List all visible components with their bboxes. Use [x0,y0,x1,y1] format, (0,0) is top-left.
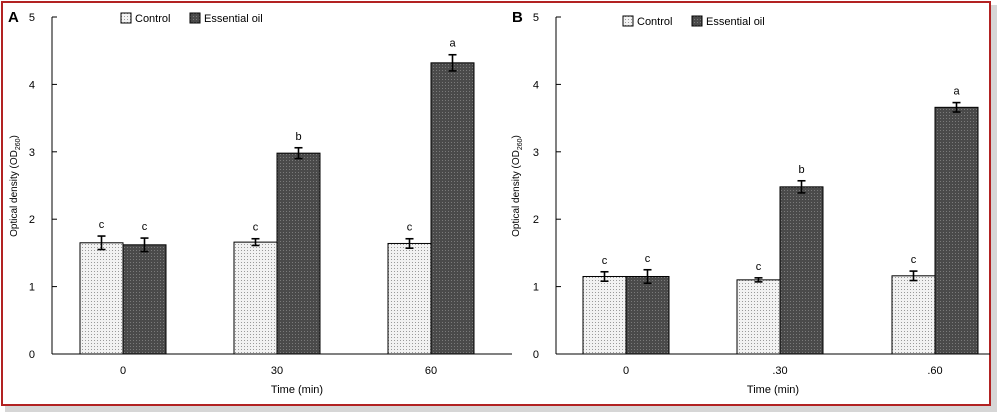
frame-shadow-right [991,5,997,409]
significance-letter: a [449,38,456,50]
bar [934,106,979,355]
x-tick-label: 60 [425,365,437,377]
significance-letter: c [407,222,413,234]
y-tick-label: 0 [29,349,35,361]
x-axis-label: Time (min) [271,384,323,396]
bar [79,242,124,355]
x-axis-label: Time (min) [747,384,799,396]
y-tick-label: 3 [29,147,35,159]
bar [582,275,627,355]
bar [276,152,321,355]
y-tick-label: 2 [533,214,539,226]
significance-letter: b [798,164,804,176]
x-tick-label: 30 [271,365,283,377]
y-tick-label: 4 [29,79,35,91]
significance-letter: c [756,261,762,273]
bar [122,244,167,355]
significance-letter: c [602,255,608,267]
legend-label: Essential oil [204,13,263,25]
y-axis-label: Optical density (OD260) [511,135,524,237]
panel-b: B 0 1 2 3 4 5 Optical density (OD260) c c 0 c b .30 c a… [511,9,990,396]
y-tick-label: 0 [533,349,539,361]
significance-letter: c [99,219,105,231]
legend-swatch [120,12,132,24]
y-tick-label: 1 [29,282,35,294]
legend-swatch [622,15,634,27]
y-tick-label: 5 [29,12,35,24]
y-tick-label: 3 [533,147,539,159]
significance-letter: b [295,131,301,143]
x-tick-label: 0 [120,365,126,377]
bar [891,275,936,355]
legend-label: Control [135,13,170,25]
bar [387,242,432,355]
legend-label: Control [637,16,672,28]
y-axis-label: Optical density (OD260) [9,135,22,237]
bar [233,241,278,355]
x-tick-label: .60 [927,365,942,377]
bar [625,275,670,355]
panel-a: A 0 1 2 3 4 5 Optical density (OD260) c c 0 c b 30 c a 6… [8,9,512,396]
y-tick-label: 2 [29,214,35,226]
y-tick-label: 5 [533,12,539,24]
x-tick-label: .30 [772,365,787,377]
significance-letter: c [253,222,259,234]
y-tick-label: 1 [533,282,539,294]
bar [779,186,824,355]
y-tick-label: 4 [533,79,539,91]
panel-label: A [8,9,19,26]
significance-letter: c [911,254,917,266]
legend-label: Essential oil [706,16,765,28]
significance-letter: c [645,253,651,265]
panel-label: B [512,9,523,26]
legend-swatch [691,15,703,27]
legend-swatch [189,12,201,24]
frame-shadow-bottom [5,406,997,412]
significance-letter: c [142,221,148,233]
bar [430,62,475,355]
bar [736,279,781,355]
significance-letter: a [953,86,960,98]
x-tick-label: 0 [623,365,629,377]
